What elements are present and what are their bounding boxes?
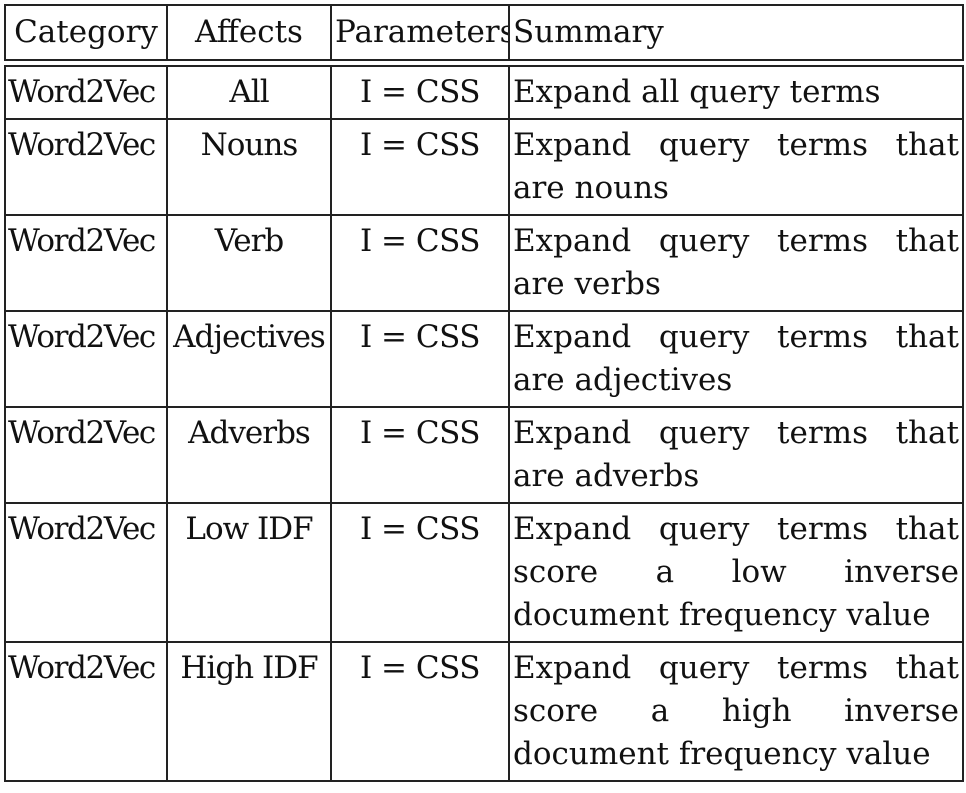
expansion-table-container: Category Affects Parameters Summary Word… xyxy=(4,4,964,782)
header-separator xyxy=(5,59,963,67)
cell-category: Word2Vec xyxy=(4,641,168,782)
cell-parameters: I = CSS xyxy=(330,310,510,408)
separator-cell xyxy=(5,59,167,67)
cell-summary: Expand query terms that score a high inv… xyxy=(508,641,964,782)
header-row: Category Affects Parameters Summary xyxy=(4,4,964,61)
cell-parameters: I = CSS xyxy=(330,118,510,216)
cell-affects: Adjectives xyxy=(166,310,332,408)
cell-summary: Expand query terms that score a low inve… xyxy=(508,502,964,643)
separator-cell xyxy=(167,59,331,67)
cell-parameters: I = CSS xyxy=(330,641,510,782)
cell-summary: Expand all query terms xyxy=(508,65,964,120)
separator-cell xyxy=(331,59,509,67)
cell-category: Word2Vec xyxy=(4,406,168,504)
cell-parameters: I = CSS xyxy=(330,214,510,312)
cell-parameters: I = CSS xyxy=(330,406,510,504)
table-row: Word2Vec Nouns I = CSS Expand query term… xyxy=(4,118,964,216)
cell-category: Word2Vec xyxy=(4,214,168,312)
cell-summary: Expand query terms that are adjectives xyxy=(508,310,964,408)
header-category: Category xyxy=(4,4,168,61)
header-summary: Summary xyxy=(508,4,964,61)
table-row: Word2Vec Adverbs I = CSS Expand query te… xyxy=(4,406,964,504)
cell-affects: Low IDF xyxy=(166,502,332,643)
table-row: Word2Vec Verb I = CSS Expand query terms… xyxy=(4,214,964,312)
cell-affects: Verb xyxy=(166,214,332,312)
table-body: Word2Vec All I = CSS Expand all query te… xyxy=(4,59,964,782)
cell-category: Word2Vec xyxy=(4,310,168,408)
cell-summary: Expand query terms that are nouns xyxy=(508,118,964,216)
query-expansion-table: Category Affects Parameters Summary Word… xyxy=(4,4,964,782)
cell-affects: All xyxy=(166,65,332,120)
cell-affects: Nouns xyxy=(166,118,332,216)
cell-parameters: I = CSS xyxy=(330,65,510,120)
cell-parameters: I = CSS xyxy=(330,502,510,643)
table-row: Word2Vec High IDF I = CSS Expand query t… xyxy=(4,641,964,782)
cell-category: Word2Vec xyxy=(4,502,168,643)
cell-category: Word2Vec xyxy=(4,65,168,120)
header-affects: Affects xyxy=(166,4,332,61)
cell-affects: Adverbs xyxy=(166,406,332,504)
cell-affects: High IDF xyxy=(166,641,332,782)
table-row: Word2Vec Adjectives I = CSS Expand query… xyxy=(4,310,964,408)
table-header: Category Affects Parameters Summary xyxy=(4,4,964,61)
table-row: Word2Vec All I = CSS Expand all query te… xyxy=(4,65,964,120)
cell-summary: Expand query terms that are adverbs xyxy=(508,406,964,504)
separator-cell xyxy=(509,59,963,67)
table-row: Word2Vec Low IDF I = CSS Expand query te… xyxy=(4,502,964,643)
cell-category: Word2Vec xyxy=(4,118,168,216)
cell-summary: Expand query terms that are verbs xyxy=(508,214,964,312)
header-parameters: Parameters xyxy=(330,4,510,61)
